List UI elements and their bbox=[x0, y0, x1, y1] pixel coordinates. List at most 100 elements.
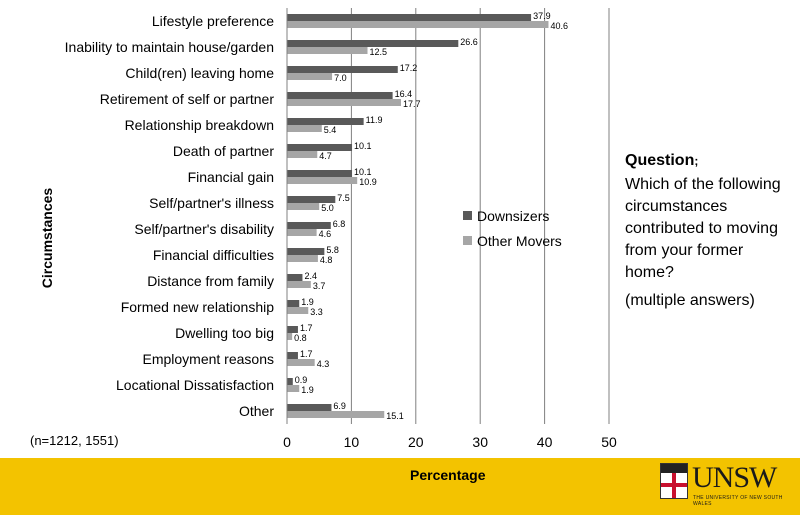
data-label: 10.1 bbox=[354, 167, 372, 177]
bar-downsizers bbox=[287, 274, 303, 281]
data-label: 40.6 bbox=[550, 21, 568, 31]
data-label: 5.4 bbox=[324, 125, 337, 135]
category-label: Self/partner's disability bbox=[134, 221, 274, 237]
question-title-suffix: ; bbox=[694, 154, 699, 168]
data-label: 3.7 bbox=[313, 281, 326, 291]
bar-other-movers bbox=[287, 359, 315, 366]
data-label: 17.2 bbox=[400, 63, 418, 73]
data-label: 2.4 bbox=[304, 271, 317, 281]
category-label: Lifestyle preference bbox=[152, 13, 274, 29]
data-label: 1.9 bbox=[301, 385, 314, 395]
data-label: 15.1 bbox=[386, 411, 404, 421]
data-label: 6.8 bbox=[333, 219, 346, 229]
sample-size-note: (n=1212, 1551) bbox=[30, 433, 119, 448]
bar-downsizers bbox=[287, 170, 353, 177]
bars bbox=[287, 14, 549, 418]
bar-downsizers bbox=[287, 66, 398, 73]
category-label: Other bbox=[239, 403, 274, 419]
question-panel: Question; Which of the following circums… bbox=[625, 150, 795, 312]
logo-wordmark: UNSW bbox=[692, 461, 777, 494]
bar-other-movers bbox=[287, 47, 368, 54]
bar-other-movers bbox=[287, 151, 318, 158]
bar-other-movers bbox=[287, 21, 549, 28]
question-note: (multiple answers) bbox=[625, 292, 755, 309]
bar-downsizers bbox=[287, 92, 393, 99]
legend-swatch-other-movers bbox=[463, 236, 472, 245]
category-label: Inability to maintain house/garden bbox=[65, 39, 274, 55]
legend-swatch-downsizers bbox=[463, 211, 472, 220]
bar-other-movers bbox=[287, 281, 311, 288]
bar-downsizers bbox=[287, 248, 325, 255]
bar-downsizers bbox=[287, 378, 293, 385]
data-label: 5.8 bbox=[326, 245, 339, 255]
category-label: Child(ren) leaving home bbox=[125, 65, 274, 81]
y-axis-title: Circumstances bbox=[39, 188, 55, 289]
bar-downsizers bbox=[287, 40, 459, 47]
data-label: 26.6 bbox=[460, 37, 478, 47]
x-tick-label: 0 bbox=[283, 434, 291, 450]
x-tick-label: 40 bbox=[537, 434, 553, 450]
category-labels: Lifestyle preference Inability to maintai… bbox=[65, 13, 275, 419]
data-label: 10.9 bbox=[359, 177, 377, 187]
data-label: 4.7 bbox=[319, 151, 332, 161]
x-tick-labels: 0 10 20 30 40 50 bbox=[283, 434, 617, 450]
bar-downsizers bbox=[287, 196, 336, 203]
bar-other-movers bbox=[287, 411, 385, 418]
bar-other-movers bbox=[287, 73, 333, 80]
question-text: Which of the following circumstances con… bbox=[625, 176, 781, 281]
data-label: 7.5 bbox=[337, 193, 350, 203]
bar-other-movers bbox=[287, 255, 318, 262]
data-label: 11.9 bbox=[366, 115, 383, 125]
legend-label-downsizers: Downsizers bbox=[477, 208, 549, 224]
category-label: Employment reasons bbox=[142, 351, 274, 367]
data-labels: 37.940.6 26.6 12.5 17.2 7.0 16.417.7 11.9 5.4 10… bbox=[294, 11, 568, 421]
bar-downsizers bbox=[287, 144, 353, 151]
data-label: 3.3 bbox=[310, 307, 323, 317]
data-label: 0.9 bbox=[295, 375, 308, 385]
data-label: 0.8 bbox=[294, 333, 307, 343]
data-label: 5.0 bbox=[321, 203, 334, 213]
x-tick-label: 20 bbox=[408, 434, 424, 450]
bar-other-movers bbox=[287, 125, 322, 132]
bar-downsizers bbox=[287, 14, 532, 21]
bar-downsizers bbox=[287, 118, 364, 125]
data-label: 1.9 bbox=[301, 297, 314, 307]
category-label: Retirement of self or partner bbox=[100, 91, 275, 107]
data-label: 4.6 bbox=[319, 229, 332, 239]
data-label: 37.9 bbox=[533, 11, 551, 21]
bar-other-movers bbox=[287, 99, 401, 106]
bar-other-movers bbox=[287, 203, 320, 210]
crest-icon bbox=[660, 463, 688, 499]
legend: Downsizers Other Movers bbox=[463, 208, 562, 249]
bar-downsizers bbox=[287, 352, 298, 359]
category-label: Dwelling too big bbox=[175, 325, 274, 341]
category-label: Locational Dissatisfaction bbox=[116, 377, 274, 393]
x-axis-title: Percentage bbox=[410, 467, 486, 483]
bar-other-movers bbox=[287, 229, 317, 236]
data-label: 1.7 bbox=[300, 323, 313, 333]
category-label: Self/partner's illness bbox=[149, 195, 274, 211]
question-title: Question bbox=[625, 152, 695, 169]
data-label: 12.5 bbox=[370, 47, 388, 57]
category-label: Relationship breakdown bbox=[125, 117, 274, 133]
data-label: 17.7 bbox=[403, 99, 421, 109]
category-label: Distance from family bbox=[147, 273, 274, 289]
data-label: 10.1 bbox=[354, 141, 372, 151]
bar-downsizers bbox=[287, 326, 298, 333]
data-label: 1.7 bbox=[300, 349, 313, 359]
bar-downsizers bbox=[287, 222, 331, 229]
bar-other-movers bbox=[287, 385, 300, 392]
category-label: Formed new relationship bbox=[121, 299, 275, 315]
legend-label-other-movers: Other Movers bbox=[477, 233, 562, 249]
logo-subtitle: THE UNIVERSITY OF NEW SOUTH WALES bbox=[693, 495, 783, 507]
x-tick-label: 50 bbox=[601, 434, 617, 450]
data-label: 6.9 bbox=[333, 401, 346, 411]
data-label: 4.3 bbox=[317, 359, 330, 369]
unsw-logo: UNSW THE UNIVERSITY OF NEW SOUTH WALES bbox=[660, 461, 795, 513]
bar-other-movers bbox=[287, 177, 358, 184]
bar-other-movers bbox=[287, 333, 293, 340]
category-label: Financial difficulties bbox=[153, 247, 274, 263]
bar-chart: 37.940.6 26.6 12.5 17.2 7.0 16.417.7 11.9 5.4 10… bbox=[39, 8, 617, 450]
bar-downsizers bbox=[287, 404, 332, 411]
bar-downsizers bbox=[287, 300, 300, 307]
